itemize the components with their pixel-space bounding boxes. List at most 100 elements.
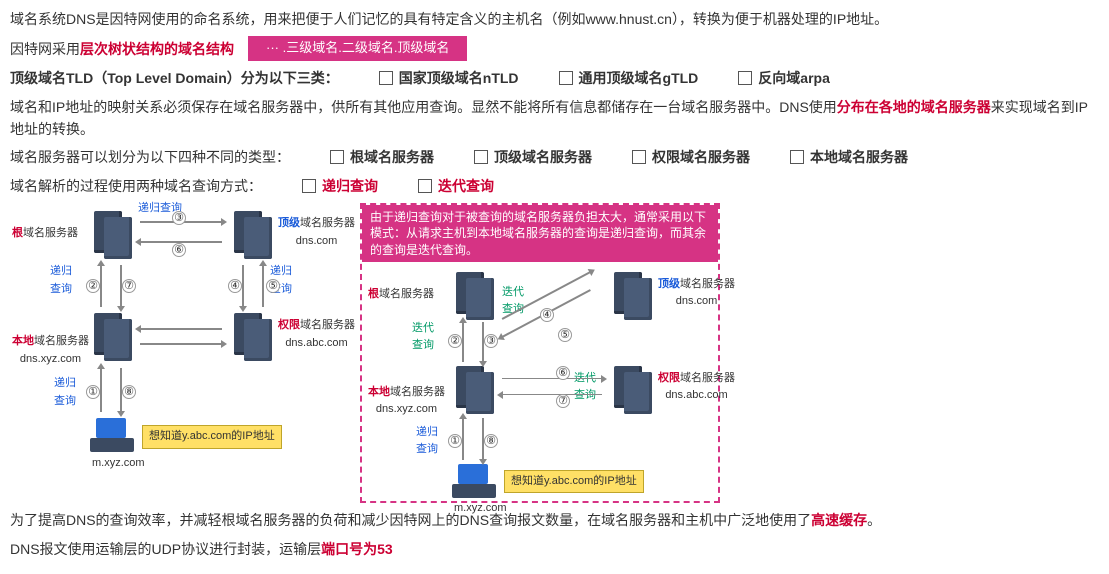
- checkbox-icon: [302, 179, 316, 193]
- root-label: 根域名服务器: [12, 225, 78, 243]
- client-label: m.xyz.com: [92, 455, 145, 473]
- highlight-tree-structure: 层次树状结构的域名结构: [80, 38, 234, 60]
- text: 域名解析的过程使用两种域名查询方式：: [10, 175, 262, 197]
- text: ），转换为便于机器处理的IP地址。: [672, 11, 888, 27]
- tld-server-icon: [610, 272, 652, 322]
- yellow-tag: 想知道y.abc.com的IP地址: [504, 470, 644, 494]
- checkbox-icon: [790, 150, 804, 164]
- text: 域名系统DNS是因特网使用的命名系统，用来把便于人们记忆的具有特定含义的主机名（…: [10, 11, 586, 27]
- tld-server-icon: [230, 211, 272, 261]
- num-7: ⑦: [556, 394, 570, 408]
- num-6: ⑥: [172, 243, 186, 257]
- auth-server-icon: [610, 366, 652, 416]
- text: 。: [867, 512, 881, 528]
- num-6: ⑥: [556, 366, 570, 380]
- iter-label-b: 迭代 查询: [412, 320, 434, 355]
- tld-label: 顶级域名服务器dns.com: [658, 276, 735, 311]
- text: 为了提高DNS的查询效率，并减轻根域名服务器的负荷和减少因特网上的DNS查询报文…: [10, 512, 811, 528]
- num-5: ⑤: [266, 279, 280, 293]
- tld-item-arpa: 反向域arpa: [738, 67, 830, 89]
- arrow-1: [100, 368, 102, 412]
- root-server-icon: [452, 272, 494, 322]
- type-tld: 顶级域名服务器: [474, 146, 592, 168]
- tld-en: Top Level Domain: [107, 67, 227, 89]
- text: 顶级域名TLD（: [10, 67, 107, 89]
- rec-label-2: 递归 查询: [50, 263, 72, 298]
- arrow-5: [262, 265, 264, 307]
- type-root: 根域名服务器: [330, 146, 434, 168]
- arrow-2: [462, 322, 464, 362]
- text: 域名和IP地址的映射关系必须保存在域名服务器中，供所有其他应用查询。显然不能将所…: [10, 99, 837, 115]
- num-2: ②: [86, 279, 100, 293]
- para-server-types: 域名服务器可以划分为以下四种不同的类型： 根域名服务器 顶级域名服务器 权限域名…: [10, 146, 1099, 168]
- auth-server-icon: [230, 313, 272, 363]
- diagram-recursive: 根域名服务器 顶级域名服务器dns.com 权限域名服务器dns.abc.com…: [10, 203, 330, 471]
- iter-label-c: 迭代 查询: [574, 370, 596, 405]
- type-auth: 权限域名服务器: [632, 146, 750, 168]
- num-3: ③: [484, 334, 498, 348]
- arrow-6: [502, 378, 602, 380]
- checkbox-icon: [418, 179, 432, 193]
- caption: 由于递归查询对于被查询的域名服务器负担太大，通常采用以下模式：从请求主机到本地域…: [362, 205, 718, 262]
- para-dns-intro: 域名系统DNS是因特网使用的命名系统，用来把便于人们记忆的具有特定含义的主机名（…: [10, 8, 1099, 30]
- yellow-tag: 想知道y.abc.com的IP地址: [142, 425, 282, 449]
- rec-label-1: 递归 查询: [54, 375, 76, 410]
- num-4: ④: [540, 308, 554, 322]
- num-8: ⑧: [122, 385, 136, 399]
- client-icon: [90, 418, 134, 456]
- highlight-port53: 端口号为53: [321, 541, 393, 557]
- tld-item-gtld: 通用顶级域名gTLD: [559, 67, 699, 89]
- num-8: ⑧: [484, 434, 498, 448]
- checkbox-icon: [330, 150, 344, 164]
- checkbox-icon: [474, 150, 488, 164]
- example-host: www.hnust.cn: [586, 11, 672, 27]
- highlight-distributed: 分布在各地的域名服务器: [837, 99, 991, 115]
- tld-label: 顶级域名服务器dns.com: [278, 215, 355, 250]
- local-server-icon: [452, 366, 494, 416]
- diagram-iterative: 由于递归查询对于被查询的域名服务器负担太大，通常采用以下模式：从请求主机到本地域…: [360, 203, 720, 503]
- local-server-icon: [90, 313, 132, 363]
- arrow-1: [462, 418, 464, 460]
- type-local: 本地域名服务器: [790, 146, 908, 168]
- para-tld: 顶级域名TLD（Top Level Domain）分为以下三类： 国家顶级域名n…: [10, 67, 1099, 89]
- arrow-l2: [140, 343, 222, 345]
- para-domain-structure: 因特网采用 层次树状结构的域名结构 ··· .三级域名.二级域名.顶级域名: [10, 36, 1099, 61]
- highlight-cache: 高速缓存: [811, 512, 867, 528]
- checkbox-icon: [379, 71, 393, 85]
- root-label: 根域名服务器: [368, 286, 434, 304]
- text: DNS报文使用运输层的UDP协议进行封装，运输层: [10, 541, 321, 557]
- num-1: ①: [86, 385, 100, 399]
- auth-label: 权限域名服务器dns.abc.com: [658, 370, 735, 405]
- local-label: 本地域名服务器dns.xyz.com: [368, 384, 445, 419]
- arrow-7: [502, 394, 602, 396]
- diagrams-row: 根域名服务器 顶级域名服务器dns.com 权限域名服务器dns.abc.com…: [10, 203, 1099, 503]
- para-mapping: 域名和IP地址的映射关系必须保存在域名服务器中，供所有其他应用查询。显然不能将所…: [10, 96, 1099, 141]
- num-3: ③: [172, 211, 186, 225]
- num-2: ②: [448, 334, 462, 348]
- domain-levels-badge: ··· .三级域名.二级域名.顶级域名: [248, 36, 467, 61]
- para-port: DNS报文使用运输层的UDP协议进行封装，运输层端口号为53: [10, 538, 1099, 560]
- checkbox-icon: [559, 71, 573, 85]
- num-5: ⑤: [558, 328, 572, 342]
- num-1: ①: [448, 434, 462, 448]
- num-4: ④: [228, 279, 242, 293]
- client-label: m.xyz.com: [454, 500, 507, 518]
- para-cache: 为了提高DNS的查询效率，并减轻根域名服务器的负荷和减少因特网上的DNS查询报文…: [10, 509, 1099, 531]
- rec-label-1: 递归 查询: [416, 424, 438, 459]
- arrow-l1: [140, 328, 222, 330]
- para-query-modes: 域名解析的过程使用两种域名查询方式： 递归查询 迭代查询: [10, 175, 1099, 197]
- checkbox-icon: [738, 71, 752, 85]
- root-server-icon: [90, 211, 132, 261]
- text: ）分为以下三类：: [227, 67, 339, 89]
- text: 因特网采用: [10, 38, 80, 60]
- mode-recursive: 递归查询: [302, 175, 378, 197]
- local-label: 本地域名服务器dns.xyz.com: [12, 333, 89, 368]
- text: 域名服务器可以划分为以下四种不同的类型：: [10, 146, 290, 168]
- client-icon: [452, 464, 496, 502]
- arrow-4: [242, 265, 244, 307]
- mode-iterative: 迭代查询: [418, 175, 494, 197]
- num-7: ⑦: [122, 279, 136, 293]
- auth-label: 权限域名服务器dns.abc.com: [278, 317, 355, 352]
- checkbox-icon: [632, 150, 646, 164]
- tld-item-ntld: 国家顶级域名nTLD: [379, 67, 519, 89]
